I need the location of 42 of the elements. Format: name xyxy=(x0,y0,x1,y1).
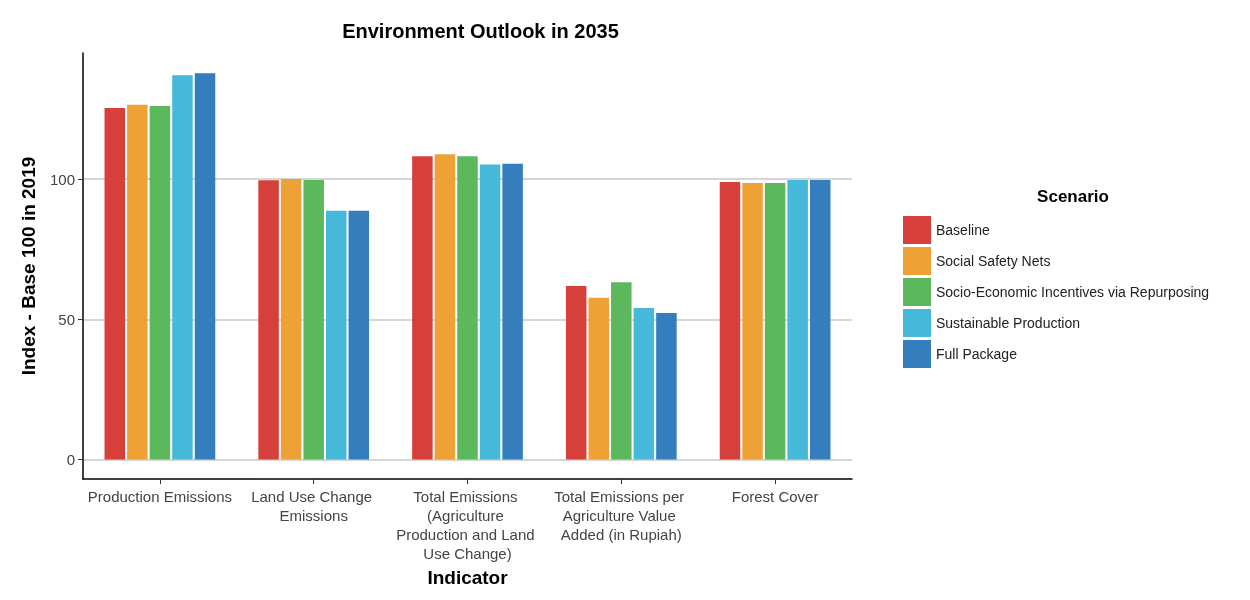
bar xyxy=(809,179,831,460)
y-axis-title: Index - Base 100 in 2019 xyxy=(18,156,39,376)
legend-title: Scenario xyxy=(1037,187,1109,206)
y-tick-label: 100 xyxy=(49,170,75,188)
bar xyxy=(348,210,370,460)
bar xyxy=(502,163,523,460)
bar xyxy=(588,297,609,460)
bar xyxy=(280,179,302,460)
legend-label: Baseline xyxy=(936,222,990,238)
bar xyxy=(149,105,171,460)
bar xyxy=(479,164,501,460)
bar xyxy=(611,282,632,460)
bar xyxy=(303,179,324,460)
legend-label: Sustainable Production xyxy=(936,315,1080,331)
bar xyxy=(787,179,808,460)
bar xyxy=(565,285,587,460)
bar xyxy=(434,154,456,460)
y-tick-label: 50 xyxy=(58,310,75,328)
y-tick-label: 0 xyxy=(66,450,75,468)
bar xyxy=(412,156,433,460)
bar xyxy=(104,107,126,460)
bar xyxy=(719,181,741,460)
x-tick-label: Land Use Change Emissions xyxy=(251,488,377,524)
x-tick-label: Total Emissions per Agriculture Value Added (in Rupiah) xyxy=(554,488,689,543)
x-tick-label: Forest Cover xyxy=(731,488,819,505)
bar xyxy=(742,183,763,460)
bar xyxy=(457,156,478,460)
legend-label: Socio-Economic Incentives via Repurposing xyxy=(936,284,1210,300)
legend-label: Full Package xyxy=(936,346,1018,362)
bar xyxy=(194,73,216,460)
bar xyxy=(656,313,677,460)
bar xyxy=(633,308,655,460)
x-axis-title: Indicator xyxy=(427,566,509,588)
chart-title: Environment Outlook in 2035 xyxy=(342,20,619,42)
bar xyxy=(172,75,193,460)
bar xyxy=(258,180,279,460)
bar xyxy=(326,210,347,460)
legend-label: Social Safety Nets xyxy=(936,253,1051,269)
x-tick-label: Total Emissions (Agriculture Production and Land Use Change) xyxy=(396,488,539,562)
bar xyxy=(127,104,148,460)
bar xyxy=(764,183,786,460)
x-tick-label: Production Emissions xyxy=(87,488,233,505)
